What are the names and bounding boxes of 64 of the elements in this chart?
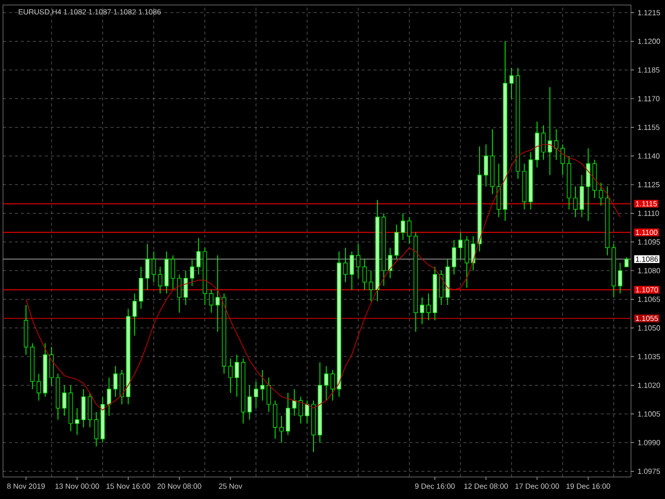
candlestick [234,354,239,398]
candlestick [216,254,220,332]
candlestick [184,270,188,306]
candlestick [88,392,92,428]
candlestick [464,236,469,288]
candlestick [439,270,444,306]
candlestick [598,182,604,206]
candlestick [452,240,456,275]
candlestick [509,68,514,100]
candlestick [407,216,412,244]
candlestick [138,266,144,310]
candlestick [573,186,578,218]
candlestick [248,384,252,420]
candlestick [260,370,264,401]
candlestick [132,293,137,336]
candlestick [420,296,424,325]
candlestick [324,366,328,401]
candlestick [362,258,367,290]
candlestick [158,266,162,294]
candlestick [496,163,501,218]
candlestick [81,388,86,428]
candlestick [273,400,278,440]
candlestick [541,124,546,160]
candlestick [62,384,66,416]
candlestick [113,366,118,398]
candlestick [190,258,194,286]
candlestick [254,381,258,409]
candlestick [400,212,406,240]
candlestick [356,243,360,279]
candlestick [305,400,310,424]
candlestick [624,256,629,268]
candlestick [330,370,335,401]
candlestick [196,238,201,275]
candlestick [75,408,80,436]
candlestick [120,370,124,405]
candlestick [279,415,284,443]
candlestick [560,144,565,176]
candlestick [170,254,176,290]
candlestick [36,373,41,401]
candlestick [106,377,112,416]
candlestick [145,243,150,290]
candlestick [228,358,233,394]
candlestick [580,174,584,218]
candlestick [292,388,296,416]
candlestick [286,392,290,436]
candlestick [368,270,374,302]
candlestick [350,251,354,290]
candlestick [554,128,558,160]
candlestick [394,224,399,260]
candlestick [458,232,463,260]
candlestick [266,377,271,412]
candlestick [49,346,54,386]
candlestick [471,236,476,272]
candlestick [618,262,622,294]
candlestick [298,396,303,424]
candlestick [426,293,431,321]
candlestick [484,144,488,187]
candlestick [586,148,590,222]
candlestick [94,412,98,447]
candlestick [152,251,156,282]
candlestick [209,289,214,314]
candlestick [388,247,392,279]
candlestick [177,274,182,314]
candlestick [343,247,348,282]
